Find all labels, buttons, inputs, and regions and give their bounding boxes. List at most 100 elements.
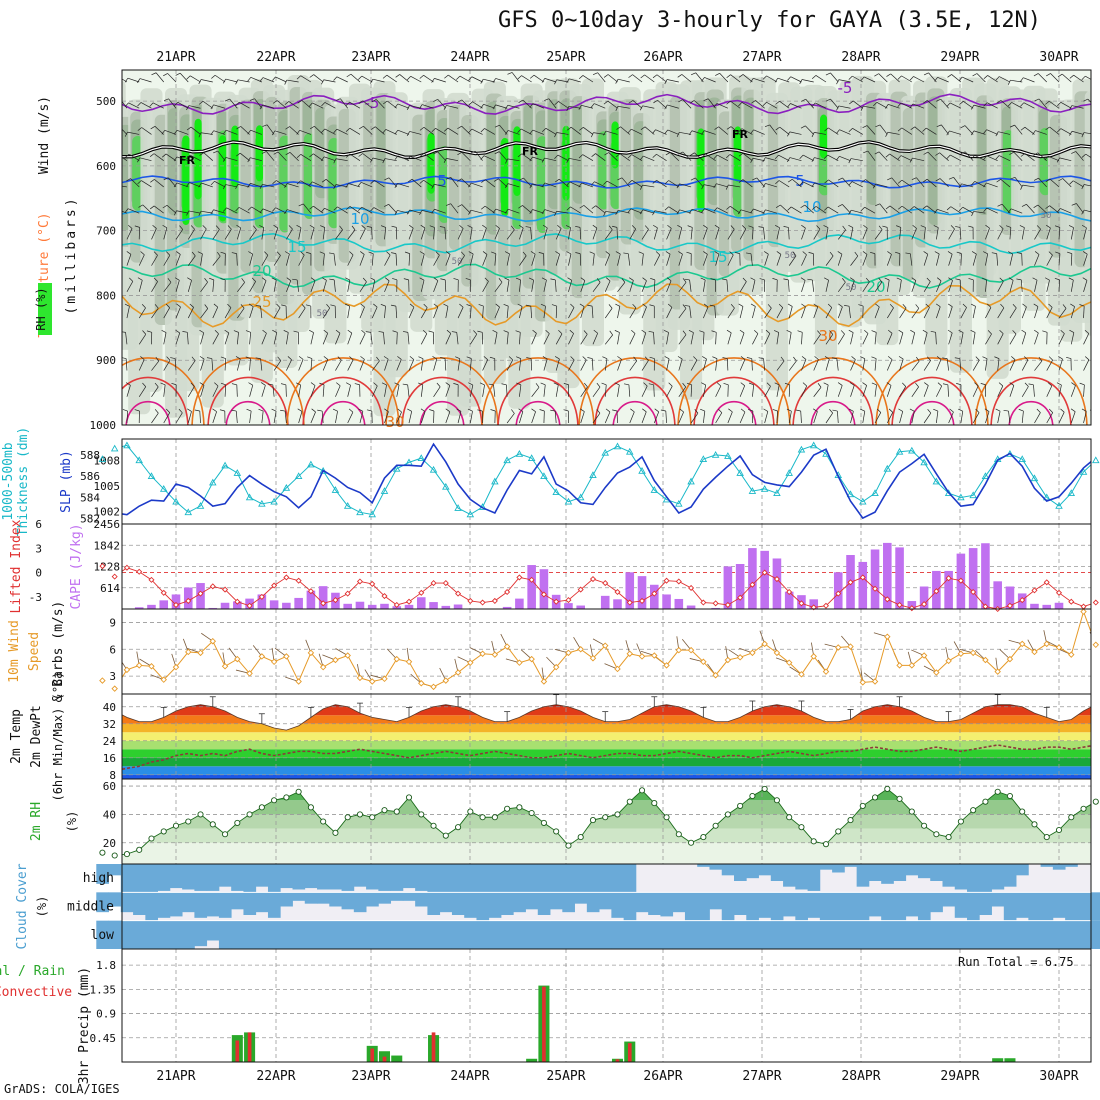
- wind-barb-flag: [825, 98, 831, 102]
- thickness-point: [429, 465, 438, 473]
- wind-barb: [155, 72, 165, 83]
- thickness_slp-axis-label: SLP (mb): [59, 450, 74, 513]
- wind-barb: [874, 281, 883, 293]
- wind-barb: [168, 98, 177, 109]
- wind-barb: [212, 279, 215, 292]
- wind-barb: [459, 75, 471, 83]
- rh-label: 30: [1041, 211, 1052, 221]
- wind-barb: [776, 307, 784, 319]
- wind-speed-point: [773, 649, 781, 657]
- li-point: [185, 597, 192, 604]
- wind-barb: [298, 384, 302, 397]
- wind-barb-flag: [91, 72, 96, 74]
- wind-barb: [214, 180, 226, 188]
- rh-tick-label: 60: [103, 780, 116, 793]
- wind-barb: [887, 131, 900, 135]
- wind-barb: [543, 384, 546, 397]
- wind-barb-flag: [283, 330, 289, 333]
- wind-barb-flag: [955, 278, 961, 281]
- wind-barb: [1046, 412, 1054, 424]
- wind-barb: [212, 385, 219, 397]
- cape-bar: [613, 599, 622, 609]
- wind-barb-flag: [198, 132, 202, 138]
- wind-barb: [666, 228, 672, 240]
- wind-barb: [519, 227, 524, 240]
- cape-bar: [502, 606, 512, 609]
- wind-barb-flag: [750, 78, 754, 83]
- wind-barb-flag: [1071, 382, 1076, 386]
- wind-barb: [592, 413, 601, 424]
- cloud-cell: [574, 864, 588, 893]
- wind-barb: [433, 386, 441, 397]
- isotherm-dome: [711, 401, 757, 425]
- cloud-cell: [464, 920, 477, 949]
- wind-barb-flag: [490, 409, 496, 412]
- wind-barb: [493, 384, 496, 397]
- wind-barb: [384, 158, 397, 162]
- wind-barb-flag: [985, 224, 990, 229]
- surface-wind-barb: [410, 673, 422, 684]
- wind-barb: [187, 386, 195, 397]
- thickness-point: [442, 482, 450, 490]
- wind-barb: [322, 359, 329, 371]
- wind-barb: [656, 179, 667, 188]
- wind-barb-flag: [603, 180, 608, 185]
- cloud-cell: [562, 892, 575, 913]
- wind-barb: [359, 359, 365, 371]
- wind-barb-flag: [1047, 382, 1053, 387]
- wind-barb: [605, 130, 618, 135]
- wind-barb-flag: [860, 106, 864, 111]
- cloud-cell: [427, 892, 441, 915]
- wind-barb: [261, 280, 267, 292]
- li-point: [540, 591, 547, 598]
- wind-barb: [101, 332, 102, 344]
- wind-barb-flag: [322, 277, 327, 281]
- rh-point: [835, 828, 842, 835]
- cloud-cell: [574, 920, 588, 949]
- wind-barb: [714, 306, 716, 319]
- wind-barb-flag: [1081, 224, 1087, 229]
- li-point: [626, 599, 633, 606]
- wind-barb: [666, 386, 673, 397]
- wind-barb: [323, 79, 336, 83]
- wind-barb-flag: [1006, 225, 1011, 228]
- wind-barb-flag: [186, 182, 190, 187]
- wind-barb: [471, 128, 483, 135]
- wind-barb-flag: [321, 208, 325, 213]
- wind-barb-flag: [141, 303, 146, 309]
- wind-barb: [322, 384, 325, 397]
- wind-barb-flag: [922, 205, 928, 210]
- wind-barb-flag: [787, 157, 791, 163]
- cloud-cell: [967, 864, 980, 893]
- rh-point: [99, 849, 106, 856]
- cape-bar: [282, 602, 291, 609]
- wind-barb: [690, 412, 699, 424]
- wind-barb: [325, 179, 336, 188]
- wind-barb: [730, 74, 741, 83]
- wind-barb-flag: [844, 305, 850, 307]
- wind-barb-flag: [165, 408, 170, 413]
- wind-barb-flag: [554, 132, 557, 138]
- cape-bar: [527, 565, 536, 609]
- wind-barb-flag: [470, 150, 476, 154]
- temp-band: [122, 732, 1091, 741]
- wind-barb: [608, 152, 618, 161]
- wind-barb-flag: [1069, 131, 1073, 136]
- wind-barb: [839, 155, 851, 162]
- wind-barb: [1083, 411, 1087, 424]
- wind-barb: [165, 153, 177, 161]
- wind-speed-point: [785, 659, 793, 666]
- wind-barb: [506, 306, 509, 319]
- wind-barb: [237, 282, 245, 293]
- wind-barb: [1000, 100, 1011, 109]
- wind-barb-flag: [811, 75, 817, 79]
- wind-barb: [592, 386, 601, 397]
- wind-barb: [912, 157, 925, 162]
- wind-barb-flag: [1058, 178, 1063, 182]
- wind-barb: [972, 253, 977, 266]
- isotherm-dome: [909, 401, 955, 425]
- wind-barb-flag: [220, 356, 226, 359]
- wind-barb: [629, 228, 636, 240]
- wind-barb-flag: [1033, 152, 1038, 156]
- isotherm-label: 10: [350, 210, 369, 228]
